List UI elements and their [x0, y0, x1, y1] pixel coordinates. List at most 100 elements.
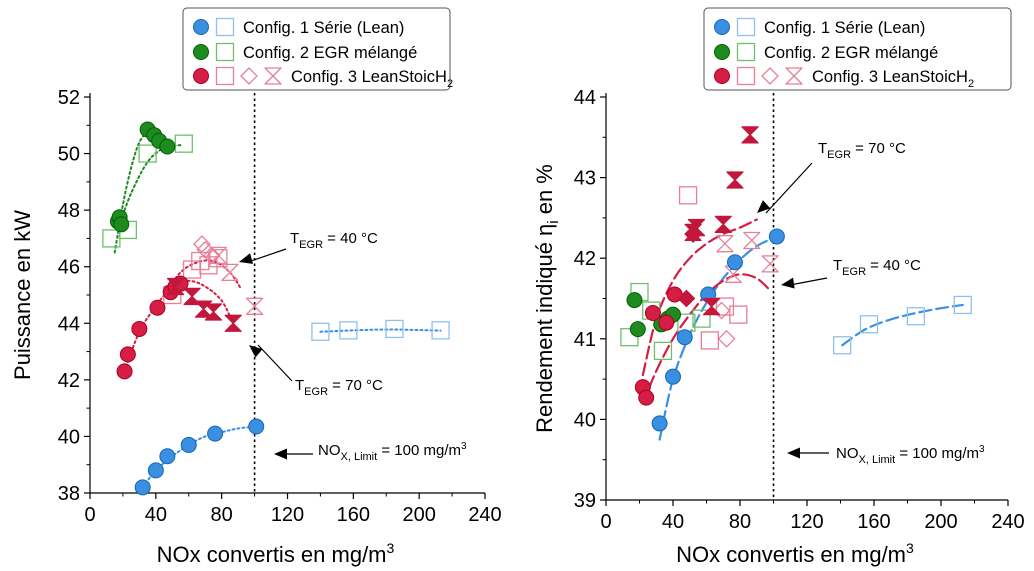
annotation-rest: = 100 mg/m: [895, 445, 979, 462]
x-axis-title-main: NOx convertis en mg/m: [676, 542, 906, 567]
legend-marker-open: [736, 66, 756, 86]
legend-marker-filled: [714, 19, 730, 35]
annotation-main: NO: [836, 445, 859, 462]
y-tick-label: 41: [574, 329, 596, 351]
data-point: [676, 329, 693, 346]
x-axis-title-sup: 3: [906, 540, 914, 556]
legend-label: Config. 3 LeanStoicH2: [291, 68, 453, 90]
data-point: [245, 297, 264, 315]
annotation-label: NOX, Limit = 100 mg/m3: [836, 444, 985, 466]
legend-marker-open: [736, 17, 756, 37]
series-config-3-hourglass-open: [209, 246, 264, 315]
y-axis-title: Puissance en kW: [10, 210, 35, 380]
x-tick-label: 160: [337, 504, 370, 526]
data-point: [166, 277, 185, 296]
data-point: [620, 328, 639, 347]
annotation-sub: X, Limit: [341, 451, 378, 463]
annotation-label: TEGR = 40 °C: [833, 257, 921, 278]
y-tick-label: 43: [574, 168, 596, 190]
legend-label: Config. 3 LeanStoicH2: [812, 68, 974, 90]
legend-label-main: Config. 3 LeanStoicH: [291, 68, 447, 86]
annotation-leader: [257, 344, 293, 382]
data-point: [714, 215, 732, 233]
annotation-rest: = 100 mg/m: [377, 442, 461, 459]
series-config-3-circle-filled: [634, 286, 683, 406]
legend-marker-open: [215, 17, 235, 37]
y-tick-label: 44: [574, 87, 596, 109]
y-tick-label: 44: [58, 313, 80, 335]
annotation-sup: 3: [979, 444, 985, 455]
data-point: [684, 225, 703, 243]
annotation-leader: [789, 277, 828, 286]
data-point: [204, 303, 223, 321]
annotation-main: NO: [318, 442, 341, 459]
annotation-rest: = 40 °C: [866, 257, 921, 274]
data-point: [717, 329, 736, 348]
trend-line: [319, 328, 442, 333]
data-point: [726, 254, 743, 271]
annotation-main: T: [295, 377, 304, 394]
annotation-rest: = 40 °C: [323, 230, 378, 247]
legend-marker-open: [215, 42, 235, 62]
legend-marker-diamond: [240, 67, 258, 85]
x-tick-label: 120: [790, 511, 823, 533]
trend-line: [118, 144, 182, 226]
data-point: [665, 368, 681, 385]
data-point: [147, 462, 164, 479]
data-point: [726, 171, 744, 189]
x-tick-label: 40: [145, 504, 167, 526]
data-point: [653, 341, 673, 361]
legend-marker-filled: [193, 68, 209, 84]
trend-line: [113, 128, 151, 254]
annotation-label: TEGR = 70 °C: [818, 140, 906, 161]
series-config-3-hourglass-filled: [684, 126, 759, 316]
data-point: [174, 134, 193, 153]
x-tick-label: 200: [402, 504, 435, 526]
series-config-3-diamond-filled: [677, 225, 703, 308]
data-point: [692, 309, 711, 328]
data-point: [116, 363, 133, 380]
annotation-rest: = 70 °C: [328, 377, 383, 394]
annotation-arrow: [274, 448, 287, 460]
data-point: [311, 322, 330, 341]
x-tick-label: 160: [857, 511, 890, 533]
data-point: [209, 249, 228, 268]
data-point: [131, 320, 148, 337]
annotation-sub: X, Limit: [859, 454, 896, 466]
series-config-1-circle-filled: [134, 418, 265, 496]
y-tick-label: 40: [574, 409, 596, 431]
legend-label: Config. 2 EGR mélangé: [764, 44, 938, 62]
legend-marker-filled: [714, 44, 730, 60]
data-point: [700, 331, 719, 350]
data-point: [677, 289, 696, 308]
legend-marker-hourglass: [264, 67, 282, 85]
x-tick-label: 0: [600, 511, 611, 533]
x-tick-label: 40: [662, 511, 684, 533]
data-point: [729, 305, 748, 324]
x-axis-title: NOx convertis en mg/m3: [676, 540, 914, 567]
y-tick-label: 46: [58, 257, 80, 279]
data-point: [159, 138, 176, 155]
annotation-sub: EGR: [299, 239, 323, 251]
data-point: [248, 418, 265, 435]
y-tick-label: 38: [58, 483, 80, 505]
y-tick-label: 52: [58, 87, 80, 109]
annotation-label: TEGR = 70 °C: [295, 377, 383, 398]
data-point: [192, 235, 211, 254]
x-tick-label: 0: [84, 504, 95, 526]
data-point: [134, 479, 151, 496]
legend-label: Config. 1 Série (Lean): [764, 19, 925, 37]
data-point: [741, 126, 759, 144]
data-point: [716, 235, 734, 253]
data-point: [224, 314, 242, 332]
data-point: [651, 415, 668, 432]
data-point: [207, 425, 224, 442]
annotation-label: NOX, Limit = 100 mg/m3: [318, 441, 467, 463]
y-tick-label: 40: [58, 426, 80, 448]
series-config-2-square-open: [620, 282, 711, 361]
data-point: [626, 292, 643, 309]
annotation-sub: EGR: [827, 149, 851, 161]
series-config-1-square-open: [833, 295, 972, 355]
data-point: [761, 255, 779, 273]
